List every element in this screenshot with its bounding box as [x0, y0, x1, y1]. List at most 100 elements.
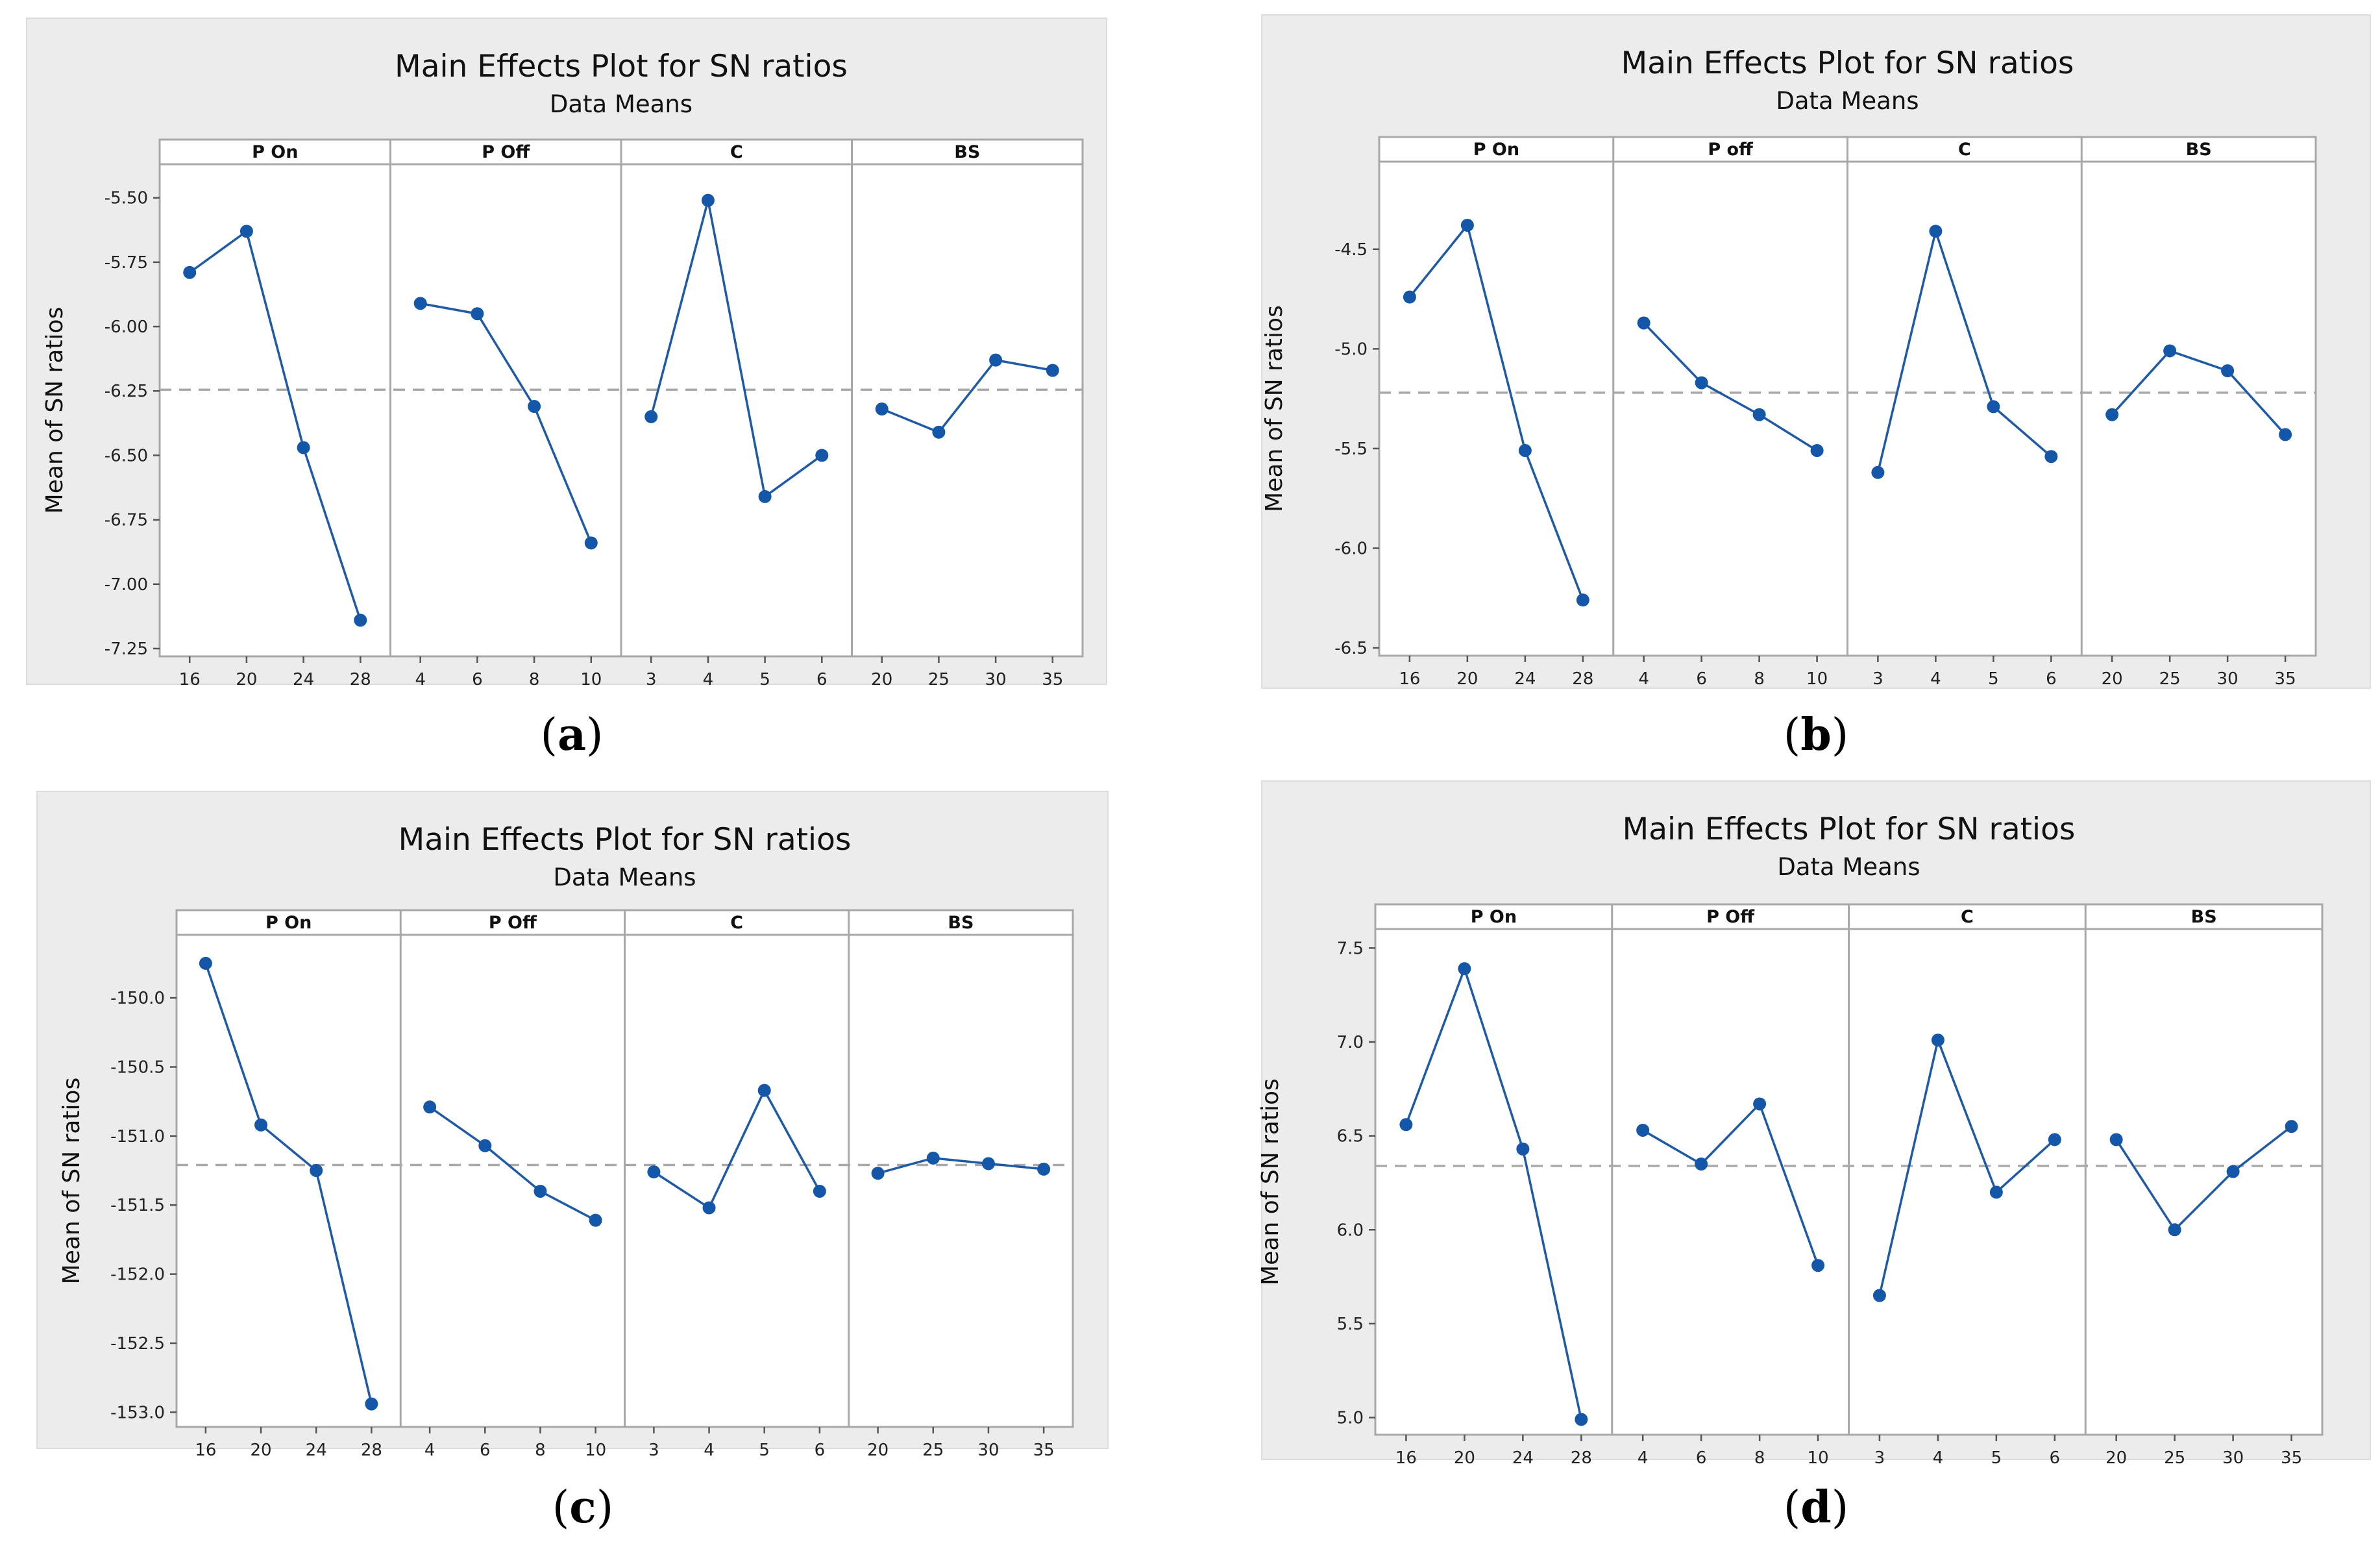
x-tick-label: 4	[415, 670, 426, 689]
x-tick-label: 5	[759, 670, 770, 689]
facet-label: BS	[2191, 907, 2217, 927]
y-tick-label: -7.25	[104, 639, 148, 659]
facet-label: P Off	[1706, 907, 1755, 927]
panel-caption: (b)	[1784, 709, 1849, 761]
data-point	[2226, 1165, 2240, 1178]
chart-title: Main Effects Plot for SN ratios	[1623, 812, 2076, 847]
x-tick-label: 35	[2275, 669, 2296, 689]
caption-open-paren: (	[1784, 1482, 1801, 1533]
y-tick-label: -151.5	[110, 1196, 165, 1215]
data-point	[297, 441, 310, 454]
x-tick-label: 16	[1399, 669, 1420, 689]
x-tick-label: 20	[867, 1441, 889, 1460]
data-point	[1931, 1034, 1944, 1047]
data-point	[871, 1167, 885, 1180]
data-point	[1460, 218, 1474, 232]
series-line	[2115, 1125, 2292, 1232]
x-tick-label: 20	[1456, 669, 1478, 689]
x-tick-label: 28	[361, 1441, 382, 1460]
y-tick-label: -5.50	[104, 189, 148, 208]
x-tick-label: 4	[1930, 669, 1941, 689]
data-point	[1575, 1413, 1588, 1426]
x-tick-label: 24	[293, 670, 314, 689]
y-tick-label: -4.5	[1334, 240, 1368, 260]
x-tick-label: 6	[2046, 669, 2057, 689]
series-line	[1643, 322, 1818, 452]
data-point	[2163, 344, 2177, 358]
data-point	[2044, 450, 2058, 464]
facet-label: P On	[1471, 907, 1517, 927]
data-point	[1871, 465, 1885, 479]
x-tick-label: 4	[424, 1441, 436, 1460]
series-line	[1405, 965, 1583, 1420]
y-tick-label: 5.5	[1337, 1315, 1364, 1334]
y-tick-label: -6.00	[104, 317, 148, 337]
x-tick-label: 8	[535, 1441, 546, 1460]
series-line	[877, 1157, 1044, 1174]
x-tick-label: 4	[703, 670, 714, 689]
x-tick-label: 10	[585, 1441, 606, 1460]
y-tick-label: 6.0	[1337, 1221, 1364, 1240]
facet-label: P Off	[489, 913, 537, 933]
series-line	[653, 1087, 821, 1210]
data-point	[199, 956, 212, 970]
x-tick-label: 10	[1808, 1448, 1829, 1468]
series-line	[1408, 223, 1584, 601]
data-point	[757, 1084, 771, 1097]
x-tick-label: 4	[704, 1441, 715, 1460]
x-tick-label: 30	[977, 1441, 999, 1460]
data-point	[2168, 1223, 2181, 1237]
x-tick-label: 24	[306, 1441, 327, 1460]
x-tick-label: 28	[1572, 669, 1593, 689]
x-tick-label: 10	[580, 670, 602, 689]
chart-panel-b: Main Effects Plot for SN ratios Data Mean…	[1261, 14, 2371, 761]
data-point	[254, 1118, 268, 1132]
x-tick-label: 20	[2105, 1448, 2127, 1468]
series-line	[1878, 1036, 2056, 1296]
x-tick-label: 3	[646, 670, 657, 689]
y-tick-label: -152.0	[110, 1265, 165, 1285]
chart-panel-d: Main Effects Plot for SN ratios Data Mean…	[1257, 780, 2371, 1533]
x-tick-label: 4	[1933, 1448, 1944, 1468]
x-tick-label: 30	[2222, 1448, 2244, 1468]
data-point	[1458, 962, 1471, 976]
chart-subtitle: Data Means	[553, 863, 696, 891]
data-point	[478, 1139, 492, 1152]
x-tick-label: 8	[529, 670, 540, 689]
facet-label: C	[1961, 907, 1974, 927]
data-point	[1987, 400, 2000, 414]
x-tick-label: 6	[472, 670, 483, 689]
facet-label: BS	[954, 142, 980, 162]
data-point	[1403, 290, 1416, 304]
data-point	[354, 613, 367, 627]
y-axis-label: Mean of SN ratios	[58, 1078, 85, 1285]
y-tick-label: -5.5	[1334, 440, 1368, 459]
data-point	[413, 297, 427, 310]
data-point	[1810, 443, 1824, 457]
y-tick-label: 5.0	[1337, 1409, 1364, 1428]
data-point	[310, 1164, 323, 1178]
x-tick-label: 25	[928, 670, 950, 689]
data-point	[1046, 364, 1059, 377]
data-point	[2109, 1133, 2123, 1146]
panel-caption: (c)	[552, 1481, 613, 1533]
data-point	[2105, 408, 2119, 421]
y-tick-label: 7.5	[1337, 939, 1364, 958]
x-tick-label: 4	[1638, 669, 1649, 689]
facet-label: P On	[252, 142, 298, 162]
x-tick-label: 16	[1395, 1448, 1417, 1468]
facet-label: P Off	[482, 142, 530, 162]
data-point	[471, 307, 484, 321]
data-point	[989, 353, 1003, 367]
caption-letter: b	[1800, 709, 1832, 761]
data-point	[1576, 593, 1589, 607]
x-tick-label: 10	[1806, 669, 1828, 689]
y-tick-label: 6.5	[1337, 1127, 1364, 1146]
x-tick-label: 6	[816, 670, 828, 689]
x-tick-label: 8	[1754, 669, 1765, 689]
x-tick-label: 6	[815, 1441, 826, 1460]
data-point	[701, 193, 715, 207]
y-tick-label: 7.0	[1337, 1033, 1364, 1052]
series-line	[429, 1106, 596, 1222]
y-tick-label: -7.00	[104, 575, 148, 595]
